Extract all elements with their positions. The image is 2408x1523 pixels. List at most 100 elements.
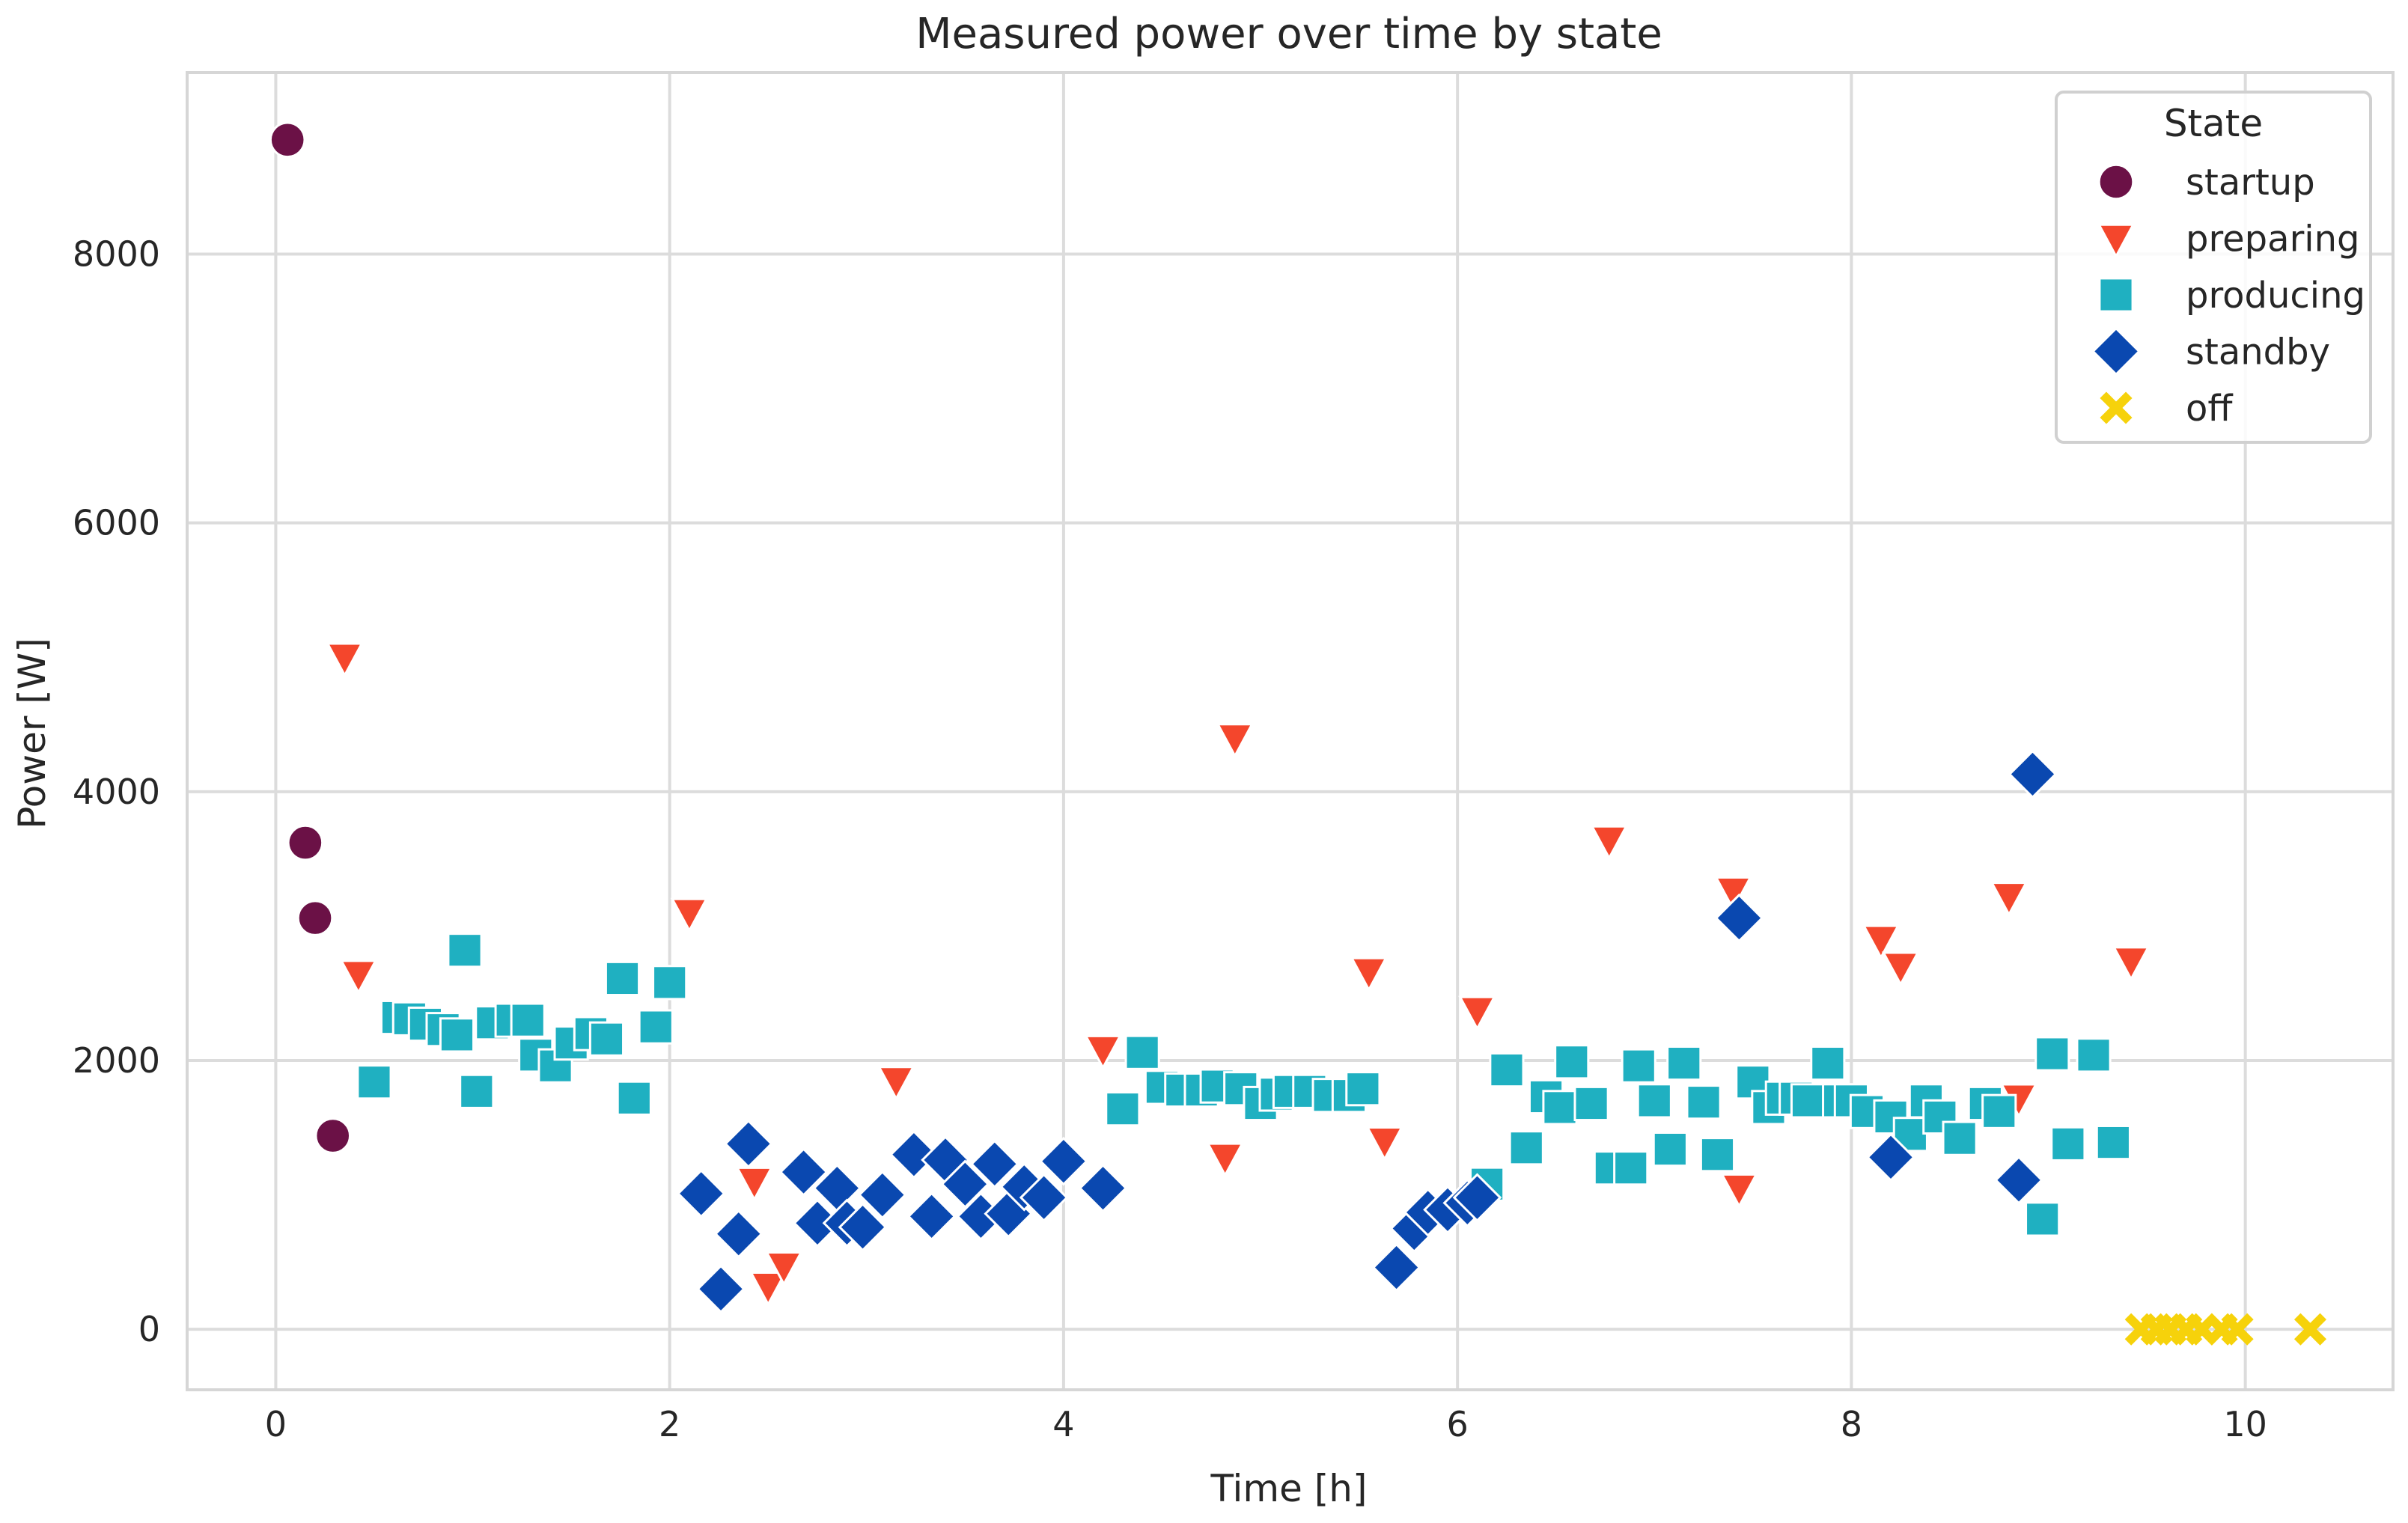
standby-point	[940, 1159, 990, 1209]
preparing-point	[339, 959, 378, 995]
standby-point	[857, 1170, 907, 1220]
off-point	[2293, 1313, 2327, 1346]
preparing-point	[764, 1251, 803, 1287]
standby-point	[838, 1202, 888, 1252]
producing-point	[604, 960, 641, 997]
producing-legend-marker	[2098, 277, 2134, 313]
legend-label-preparing: preparing	[2186, 219, 2360, 260]
x-tick-label: 8	[1841, 1404, 1862, 1444]
series-startup	[269, 121, 352, 1154]
preparing-point	[1365, 1126, 1404, 1162]
producing-point	[1621, 1048, 1656, 1084]
x-tick-label: 4	[1052, 1404, 1074, 1444]
y-tick-label: 8000	[73, 234, 160, 274]
producing-point	[1652, 1131, 1688, 1168]
off-point	[2221, 1313, 2254, 1346]
producing-point	[510, 1002, 546, 1038]
legend-title: State	[2164, 102, 2263, 145]
preparing-point	[1714, 876, 1752, 912]
legend-item-preparing: preparing	[2097, 219, 2360, 260]
standby-legend-marker	[2091, 326, 2141, 376]
preparing-point	[2112, 946, 2151, 982]
producing-point	[1636, 1083, 1672, 1119]
preparing-point	[1862, 924, 1901, 960]
producing-point	[1508, 1130, 1544, 1166]
series-producing	[356, 933, 2131, 1237]
plot-frame	[186, 71, 2395, 1391]
preparing-point	[877, 1066, 915, 1102]
producing-point	[447, 933, 483, 968]
producing-point	[1942, 1120, 1978, 1156]
preparing-point	[1990, 882, 2028, 917]
standby-point	[724, 1119, 773, 1169]
preparing-point	[670, 897, 709, 933]
ticks-layer: 0 2 4 6 8 10 0 2000 4000 6000 8000	[73, 234, 2267, 1444]
y-tick-label: 6000	[73, 503, 160, 543]
standby-point	[1866, 1132, 1915, 1182]
producing-point	[2095, 1124, 2131, 1161]
producing-point	[459, 1073, 495, 1109]
producing-point	[1345, 1071, 1381, 1107]
producing-point	[1105, 1091, 1141, 1127]
producing-point	[588, 1021, 625, 1057]
producing-point	[1686, 1084, 1722, 1120]
x-tick-label: 6	[1447, 1404, 1469, 1444]
standby-point	[1039, 1136, 1088, 1186]
producing-point	[2050, 1126, 2086, 1162]
preparing-point	[1590, 825, 1629, 861]
producing-point	[2034, 1036, 2070, 1072]
legend-label-standby: standby	[2186, 332, 2330, 373]
off-marker-stroke	[2293, 1313, 2327, 1346]
producing-point	[1666, 1046, 1702, 1081]
series-preparing	[326, 642, 2151, 1307]
legend-item-off: off	[2100, 388, 2233, 430]
y-tick-label: 2000	[73, 1040, 160, 1081]
standby-point	[676, 1168, 726, 1218]
producing-point	[2076, 1037, 2112, 1073]
preparing-point	[749, 1271, 787, 1307]
producing-point	[1489, 1052, 1525, 1088]
x-tick-label: 2	[659, 1404, 680, 1444]
producing-point	[638, 1009, 674, 1045]
producing-point	[1699, 1137, 1736, 1173]
legend-item-startup: startup	[2097, 162, 2315, 204]
x-tick-label: 0	[265, 1404, 287, 1444]
legend-label-startup: startup	[2186, 162, 2315, 204]
standby-point	[969, 1139, 1019, 1189]
standby-point	[1019, 1173, 1069, 1223]
producing-point	[1981, 1093, 2017, 1129]
legend-item-producing: producing	[2098, 275, 2365, 317]
legend-label-off: off	[2186, 388, 2233, 430]
producing-point	[439, 1017, 475, 1053]
standby-point	[1452, 1173, 1502, 1223]
standby-point	[1994, 1155, 2043, 1205]
standby-point	[1078, 1163, 1128, 1213]
chart-title: Measured power over time by state	[915, 10, 1662, 58]
standby-point	[1371, 1242, 1421, 1292]
producing-point	[1124, 1034, 1160, 1070]
producing-point	[1554, 1044, 1590, 1080]
standby-point	[906, 1191, 957, 1242]
preparing-point	[1881, 951, 1920, 987]
preparing-point	[1206, 1142, 1244, 1178]
producing-point	[652, 965, 688, 1001]
legend-label-producing: producing	[2186, 275, 2365, 317]
preparing-point	[1084, 1034, 1122, 1070]
standby-point	[889, 1129, 939, 1179]
preparing-point	[1458, 995, 1496, 1031]
producing-point	[2025, 1201, 2061, 1237]
preparing-point	[1350, 956, 1389, 992]
producing-point	[1542, 1090, 1578, 1126]
startup-point	[269, 121, 306, 159]
producing-point	[356, 1064, 392, 1100]
points-layer	[269, 121, 2327, 1346]
standby-point	[696, 1264, 746, 1314]
x-tick-label: 10	[2223, 1404, 2267, 1444]
preparing-legend-marker	[2097, 223, 2136, 259]
legend-item-standby: standby	[2091, 326, 2330, 376]
preparing-point	[326, 642, 364, 678]
producing-point	[1790, 1083, 1826, 1119]
producing-point	[1810, 1046, 1846, 1081]
